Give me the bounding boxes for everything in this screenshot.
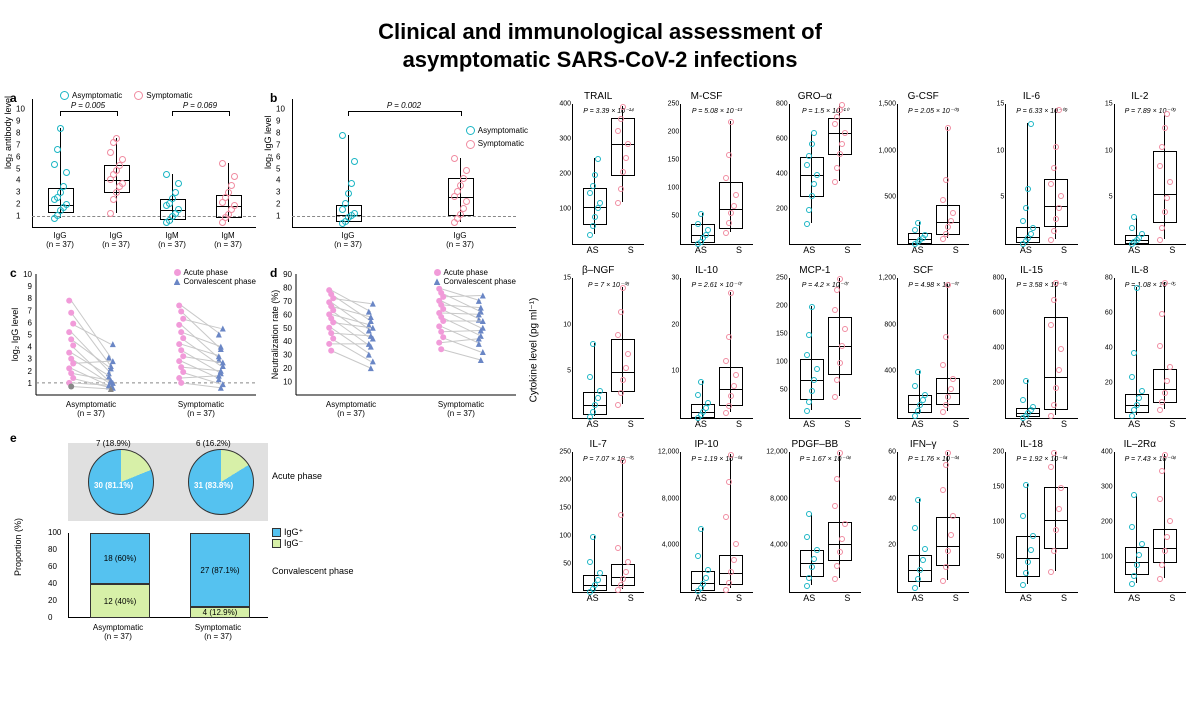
svg-text:40: 40 xyxy=(283,337,292,346)
cytokine-il-2: IL-2P = 7.89 × 10⁻⁰⁹51015ASS xyxy=(1090,91,1190,261)
cytokine-il-7: IL-7P = 7.07 × 10⁻⁰⁵50100150200250ASS xyxy=(548,439,648,609)
panel-d: d Asymptomatic(n = 37)Symptomatic(n = 37… xyxy=(270,266,520,421)
svg-text:90: 90 xyxy=(283,270,292,279)
cytokine-mcp-1: MCP-1P = 4.2 × 10⁻⁰⁷50100150200250ASS xyxy=(765,265,865,435)
cytokine-scf: SCFP = 4.98 × 10⁻⁰⁷4008001,200ASS xyxy=(873,265,973,435)
cytokine-β–ngf: β–NGFCytokine level (pg ml⁻¹)P = 7 × 10⁻… xyxy=(548,265,648,435)
svg-text:10: 10 xyxy=(23,270,32,279)
svg-text:6: 6 xyxy=(28,318,33,327)
svg-text:70: 70 xyxy=(283,297,292,306)
cytokine-gro–α: GRO–αP = 1.5 × 10⁻¹⁰200400600800ASS xyxy=(765,91,865,261)
cytokine-il-8: IL-8P = 1.08 × 10⁻⁰⁵20406080ASS xyxy=(1090,265,1190,435)
cytokine-il-6: IL-6P = 6.33 × 10⁻⁰⁹51015ASS xyxy=(981,91,1081,261)
svg-text:50: 50 xyxy=(283,324,292,333)
svg-text:2: 2 xyxy=(28,367,33,376)
figure-layout: a log₂ antibody level12345678910Asymptom… xyxy=(10,91,1190,646)
cytokine-ip-10: IP-10P = 1.19 × 10⁻⁰⁴4,0008,00012,000ASS xyxy=(656,439,756,609)
svg-text:5: 5 xyxy=(28,331,33,340)
cytokine-il-10: IL-10P = 2.61 × 10⁻⁰⁷102030ASS xyxy=(656,265,756,435)
cytokine-il-18: IL-18P = 1.92 × 10⁻⁰⁴50100150200ASS xyxy=(981,439,1081,609)
cytokine-panel: TRAILP = 3.39 × 10⁻¹⁴100200300400ASSM-CS… xyxy=(548,91,1190,646)
svg-text:4: 4 xyxy=(28,343,33,352)
panel-e: e Acute phaseConvalescent phaseIgG⁺IgG⁻0… xyxy=(10,431,520,646)
svg-text:20: 20 xyxy=(283,364,292,373)
svg-text:Neutralization rate (%): Neutralization rate (%) xyxy=(270,290,280,380)
cytokine-grid: TRAILP = 3.39 × 10⁻¹⁴100200300400ASSM-CS… xyxy=(548,91,1190,609)
svg-text:log₂ IgG level: log₂ IgG level xyxy=(10,308,20,362)
svg-text:9: 9 xyxy=(28,282,33,291)
cytokine-pdgf–bb: PDGF–BBP = 1.67 × 10⁻⁰⁴4,0008,00012,000A… xyxy=(765,439,865,609)
panel-b: b log₂ IgG level12345678910AsymptomaticS… xyxy=(270,91,520,256)
svg-text:30: 30 xyxy=(283,351,292,360)
panel-e-label: e xyxy=(10,431,17,445)
svg-text:7: 7 xyxy=(28,306,33,315)
cytokine-trail: TRAILP = 3.39 × 10⁻¹⁴100200300400ASS xyxy=(548,91,648,261)
svg-text:10: 10 xyxy=(283,378,292,387)
cytokine-il–2rα: IL–2RαP = 7.43 × 10⁻⁰⁴100200300400ASS xyxy=(1090,439,1190,609)
cytokine-il-15: IL-15P = 3.58 × 10⁻⁰⁶200400600800ASS xyxy=(981,265,1081,435)
panel-b-label: b xyxy=(270,91,277,105)
svg-text:3: 3 xyxy=(28,355,33,364)
panel-c: c Asymptomatic(n = 37)Symptomatic(n = 37… xyxy=(10,266,260,421)
figure-title: Clinical and immunological assessment of… xyxy=(10,18,1190,73)
panel-a: a log₂ antibody level12345678910Asymptom… xyxy=(10,91,260,256)
svg-text:60: 60 xyxy=(283,310,292,319)
svg-text:8: 8 xyxy=(28,294,33,303)
cytokine-ifn–γ: IFN–γP = 1.76 × 10⁻⁰⁴204060ASS xyxy=(873,439,973,609)
left-column: a log₂ antibody level12345678910Asymptom… xyxy=(10,91,530,646)
svg-text:1: 1 xyxy=(28,379,33,388)
svg-text:80: 80 xyxy=(283,283,292,292)
cytokine-m-csf: M-CSFP = 5.08 × 10⁻¹³50100150200250ASS xyxy=(656,91,756,261)
cytokine-g-csf: G-CSFP = 2.05 × 10⁻⁰⁹5001,0001,500ASS xyxy=(873,91,973,261)
